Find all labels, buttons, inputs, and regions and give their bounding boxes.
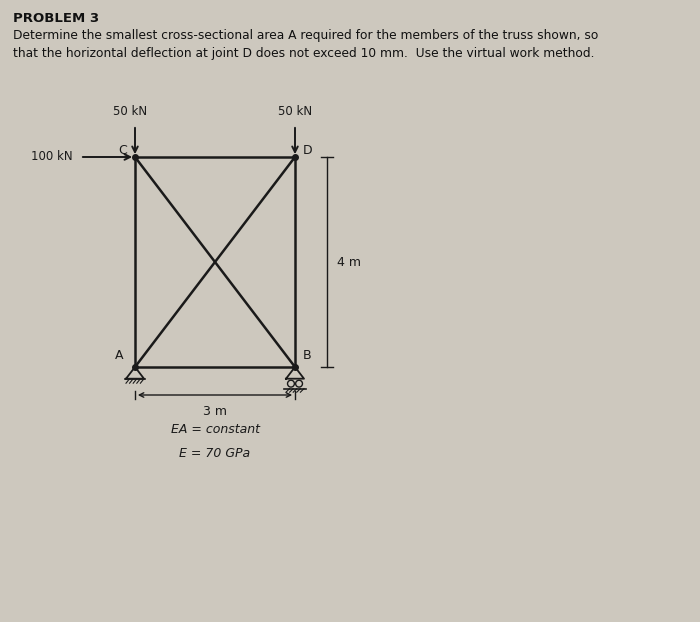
Text: E = 70 GPa: E = 70 GPa <box>179 447 251 460</box>
Text: D: D <box>303 144 313 157</box>
Text: 100 kN: 100 kN <box>32 151 73 164</box>
Text: 4 m: 4 m <box>337 256 361 269</box>
Text: A: A <box>115 349 123 362</box>
Text: PROBLEM 3: PROBLEM 3 <box>13 12 99 25</box>
Text: B: B <box>303 349 312 362</box>
Text: 50 kN: 50 kN <box>113 105 147 118</box>
Text: 50 kN: 50 kN <box>278 105 312 118</box>
Text: C: C <box>118 144 127 157</box>
Text: 3 m: 3 m <box>203 405 227 418</box>
Text: EA = constant: EA = constant <box>171 423 260 436</box>
Text: Determine the smallest cross-sectional area A required for the members of the tr: Determine the smallest cross-sectional a… <box>13 29 598 60</box>
